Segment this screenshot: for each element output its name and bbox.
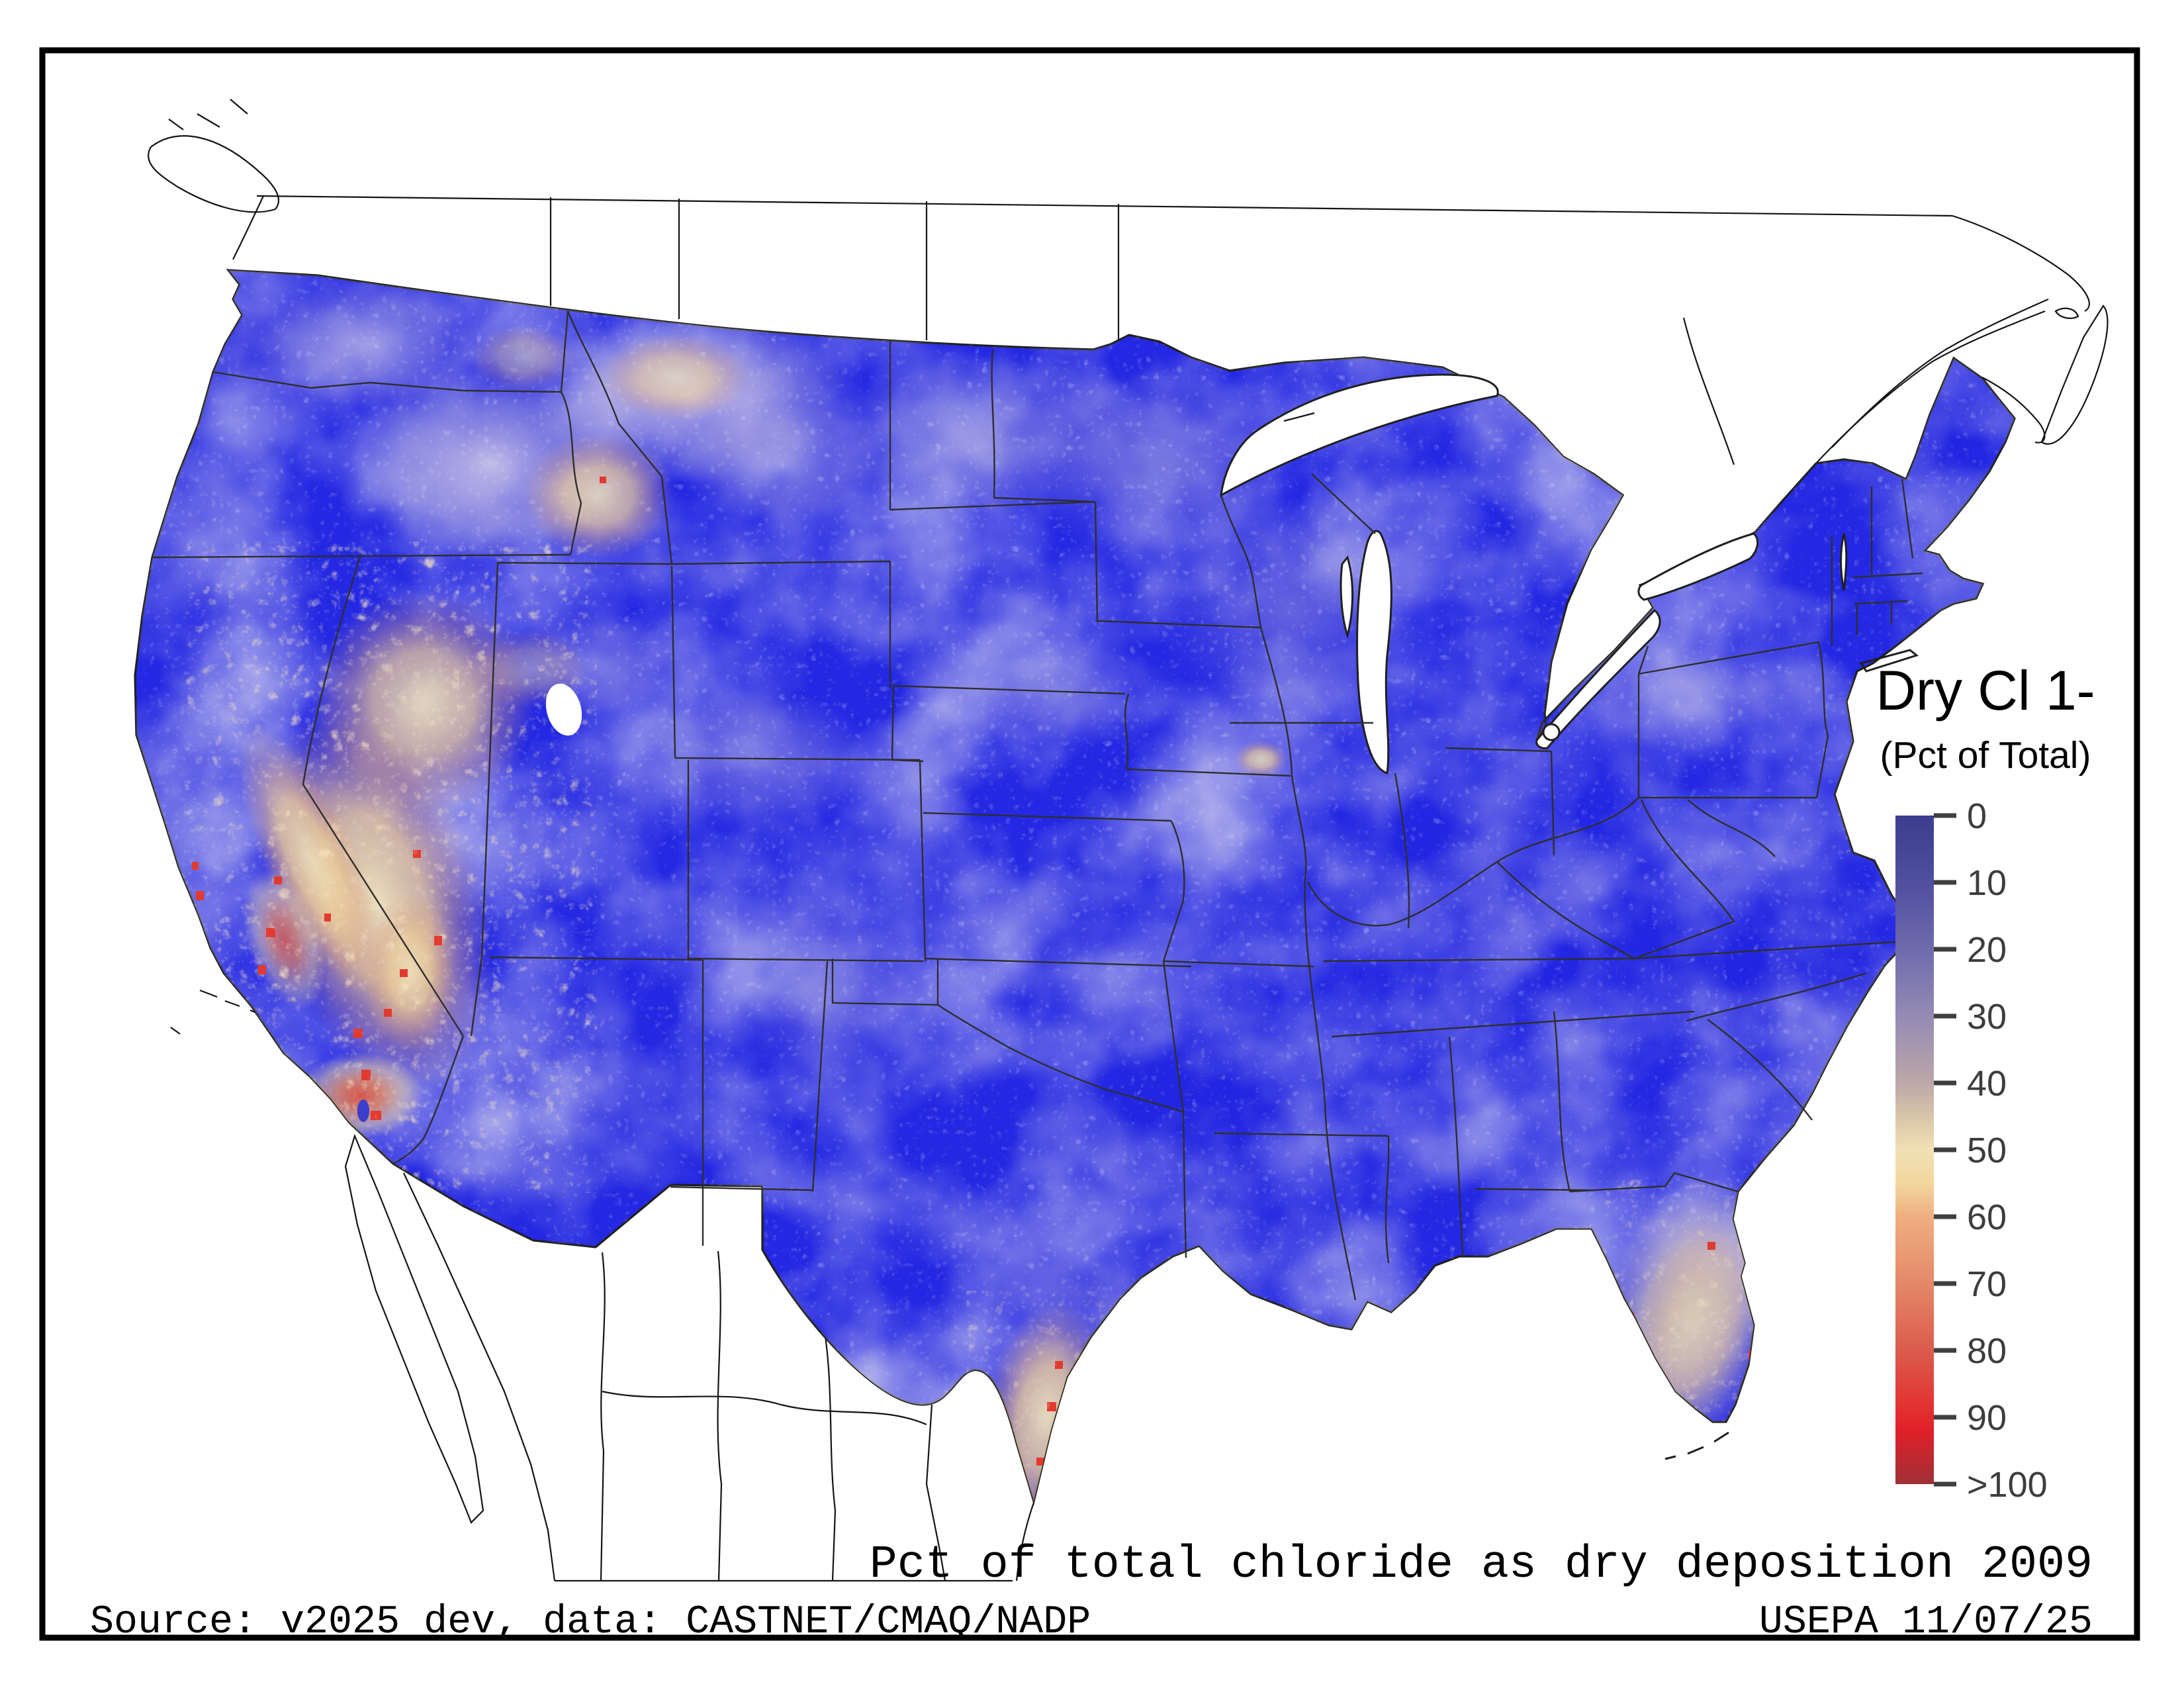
state-boundaries	[152, 310, 1923, 1301]
lake-st-clair	[1542, 723, 1561, 741]
tick-label-20: 20	[1967, 930, 2007, 970]
great-lakes	[1220, 373, 1848, 774]
tick-label-10: 10	[1967, 863, 2007, 903]
tick-label-30: 30	[1967, 997, 2007, 1037]
lake-champlain	[1840, 533, 1848, 591]
lake-ontario	[1637, 532, 1759, 601]
legend-title: Dry Cl 1-	[1876, 659, 2095, 722]
lake-superior	[1220, 373, 1499, 497]
canada-outlines	[148, 99, 2109, 465]
isle-royale	[1283, 412, 1315, 422]
great-salt-lake	[545, 683, 582, 736]
tick-label-90: 90	[1967, 1398, 2007, 1438]
tick-label-40: 40	[1967, 1064, 2007, 1103]
tick-label-80: 80	[1967, 1331, 2007, 1371]
figure-title: Pct of total chloride as dry deposition …	[870, 1539, 2093, 1591]
tick-label-60: 60	[1967, 1197, 2007, 1237]
green-bay	[1340, 555, 1354, 639]
colorbar-tick-labels: 0 10 20 30 40 50 60 70 80 90 >100	[1967, 796, 2048, 1505]
salton-sea	[357, 1100, 369, 1122]
agency-date: USEPA 11/07/25	[1759, 1600, 2093, 1645]
colorbar-gradient	[1895, 816, 1934, 1484]
lake-erie	[1535, 608, 1661, 749]
long-island	[1859, 649, 1919, 673]
tick-label-0: 0	[1967, 796, 1987, 836]
legend-subtitle: (Pct of Total)	[1880, 734, 2091, 776]
florida-keys	[1664, 1431, 1729, 1460]
source-note: Source: v2025_dev, data: CASTNET/CMAQ/NA…	[90, 1600, 1091, 1645]
lake-michigan	[1356, 530, 1392, 774]
legend: Dry Cl 1- (Pct of Total) 0 10 20 30 40 5…	[1876, 659, 2095, 1505]
tick-label-100: >100	[1967, 1465, 2048, 1505]
colorbar-ticks	[1934, 813, 1956, 1487]
tick-label-50: 50	[1967, 1131, 2007, 1170]
channel-islands	[170, 989, 263, 1035]
tick-label-70: 70	[1967, 1264, 2007, 1304]
